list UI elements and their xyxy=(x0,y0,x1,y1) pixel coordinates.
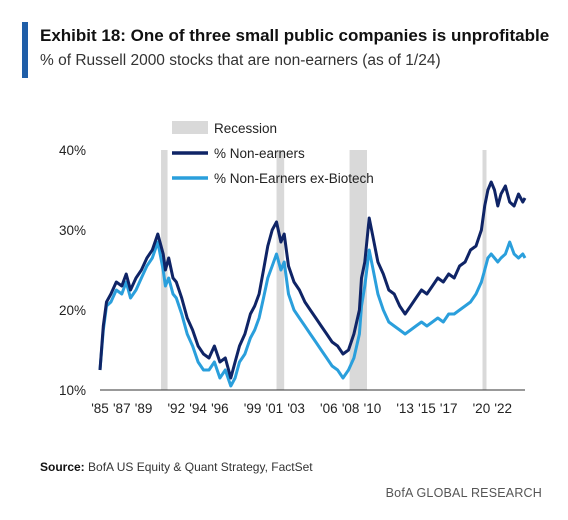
source-label: Source: xyxy=(40,460,85,474)
source-text: BofA US Equity & Quant Strategy, FactSet xyxy=(88,460,313,474)
series-layer xyxy=(98,180,527,388)
chart-plot: 10% 20% 30% 40% '85 '87 '89 '92 '94 '96 '99 '01'03 '… xyxy=(59,121,527,416)
x-tick-label: '03 xyxy=(287,401,305,416)
x-tick-label: '01 xyxy=(266,401,284,416)
x-tick-label: '08 xyxy=(342,401,360,416)
x-tick-label: '17 xyxy=(440,401,458,416)
legend-label-series-0: % Non-earners xyxy=(214,146,305,161)
legend-label-recession: Recession xyxy=(214,121,277,136)
series-line-0 xyxy=(98,180,527,380)
x-tick-label: '13 xyxy=(396,401,414,416)
y-tick-label: 20% xyxy=(59,303,86,318)
title-accent-bar xyxy=(22,22,28,78)
x-tick-label: '87 xyxy=(113,401,131,416)
chart-subtitle: % of Russell 2000 stocks that are non-ea… xyxy=(40,52,441,69)
x-tick-label: '15 xyxy=(418,401,436,416)
x-tick-label: '92 xyxy=(167,401,185,416)
source-note: Source: BofA US Equity & Quant Strategy,… xyxy=(40,460,313,474)
brand-footer: BofA GLOBAL RESEARCH xyxy=(385,486,542,500)
x-tick-label: '20 xyxy=(473,401,491,416)
y-tick-label: 40% xyxy=(59,143,86,158)
x-tick-label: '22 xyxy=(494,401,512,416)
axis-layer: 10% 20% 30% 40% '85 '87 '89 '92 '94 '96 '99 '01'03 '… xyxy=(59,143,525,416)
x-tick-label: '85 xyxy=(91,401,109,416)
x-tick-label: '89 xyxy=(135,401,153,416)
series-line-1 xyxy=(98,240,527,388)
x-tick-label: '06 xyxy=(320,401,338,416)
legend-label-series-1: % Non-Earners ex-Biotech xyxy=(214,171,374,186)
x-tick-label: '96 xyxy=(211,401,229,416)
x-tick-label: '10 xyxy=(364,401,382,416)
chart-title: Exhibit 18: One of three small public co… xyxy=(40,26,550,45)
legend-swatch-recession xyxy=(172,121,208,134)
y-tick-label: 10% xyxy=(59,383,86,398)
x-tick-label: '99 xyxy=(244,401,262,416)
x-tick-label: '94 xyxy=(189,401,207,416)
chart-legend: Recession % Non-earners % Non-Earners ex-B… xyxy=(172,121,374,186)
y-tick-label: 30% xyxy=(59,223,86,238)
